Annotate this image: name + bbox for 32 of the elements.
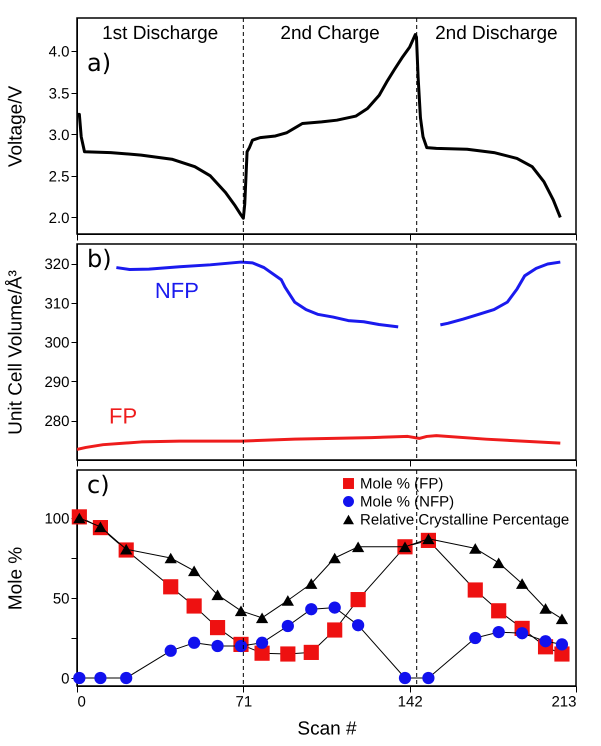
y-tick-label: 0 (61, 670, 70, 688)
y-axis-title: Mole % (6, 546, 26, 610)
annotation: a) (87, 49, 112, 77)
x-tick-label: 213 (551, 694, 576, 710)
legend-label: Mole % (NFP) (360, 494, 454, 510)
y-tick-label: 2.0 (48, 210, 70, 227)
y-tick-label: 100 (44, 510, 70, 528)
legend-label: Relative Crystalline Percentage (360, 512, 570, 528)
y-tick-label: 3.5 (48, 85, 70, 102)
y-tick-label: 280 (44, 413, 70, 430)
y-axis-title: Voltage/V (6, 86, 26, 168)
y-tick-label: 300 (44, 334, 70, 352)
annotation: 1st Discharge (102, 23, 218, 44)
series-label: FP (109, 404, 138, 429)
annotation: b) (87, 245, 112, 273)
x-tick-label: 142 (398, 694, 423, 710)
y-tick-label: 320 (44, 256, 70, 274)
y-tick-label: 4.0 (48, 44, 70, 61)
annotation: 2nd Discharge (435, 23, 558, 44)
x-axis-title: Scan # (297, 718, 358, 740)
legend-label: Mole % (FP) (360, 476, 444, 492)
series-label: NFP (154, 278, 199, 304)
y-tick-label: 3.0 (48, 126, 70, 144)
y-tick-label: 290 (44, 374, 70, 391)
y-tick-label: 310 (44, 295, 70, 312)
y-tick-label: 2.5 (48, 168, 70, 186)
y-tick-label: 50 (52, 590, 70, 608)
annotation: c) (87, 471, 110, 499)
annotation: 2nd Charge (280, 23, 380, 44)
x-tick-label: 0 (78, 694, 86, 710)
y-axis-title: Unit Cell Volume/Å³ (4, 270, 26, 435)
x-tick-label: 71 (235, 694, 252, 710)
